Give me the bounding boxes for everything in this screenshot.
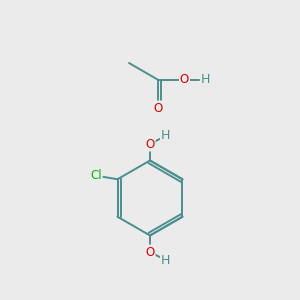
Text: O: O [153,101,162,115]
Text: Cl: Cl [90,169,102,182]
Text: O: O [146,137,154,151]
Text: O: O [146,245,154,259]
Text: H: H [161,254,170,267]
Text: H: H [161,129,170,142]
Text: O: O [180,73,189,86]
Text: H: H [201,73,210,86]
